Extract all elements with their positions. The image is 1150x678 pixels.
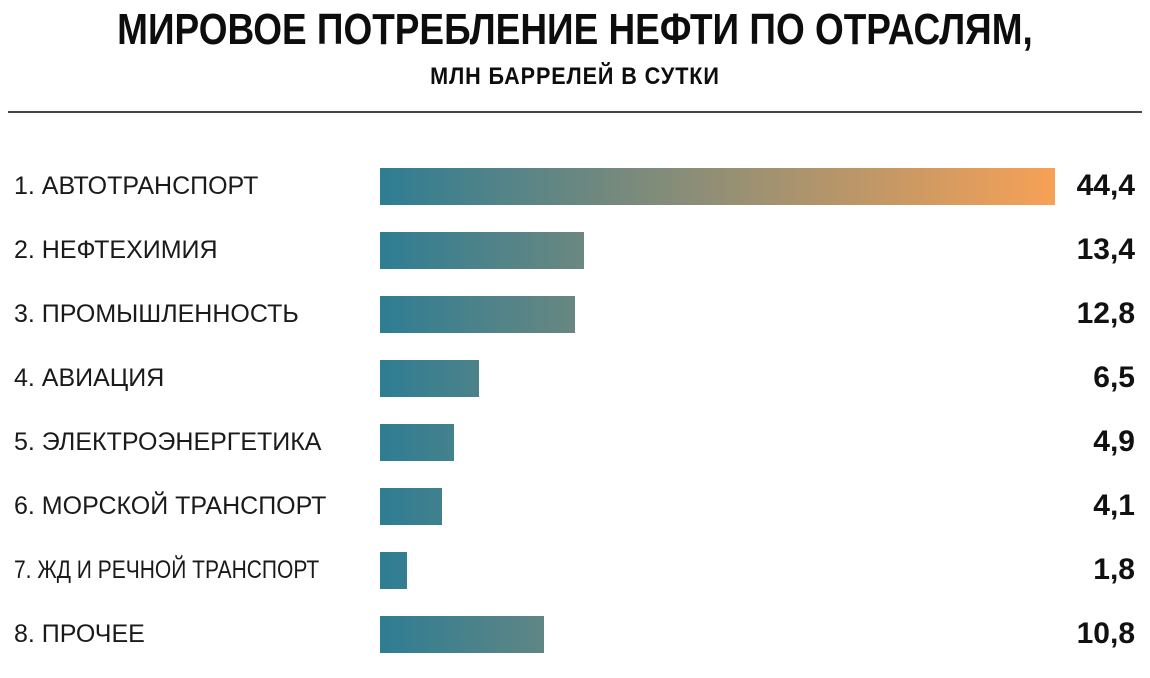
category-label: 6. МОРСКОЙ ТРАНСПОРТ bbox=[14, 491, 327, 520]
bar-track bbox=[380, 615, 1055, 653]
bar-track bbox=[380, 295, 1055, 333]
bar-track bbox=[380, 359, 1055, 397]
chart-row: 7. ЖД И РЕЧНОЙ ТРАНСПОРТ 1,8 bbox=[14, 538, 1135, 602]
bar bbox=[380, 167, 1055, 205]
bar-chart: 1. АВТОТРАНСПОРТ 44,4 2. НЕФТЕХИМИЯ 13,4 3. … bbox=[0, 154, 1150, 666]
chart-row: 1. АВТОТРАНСПОРТ 44,4 bbox=[14, 154, 1135, 218]
value-label: 4,9 bbox=[1093, 425, 1135, 458]
chart-row: 6. МОРСКОЙ ТРАНСПОРТ 4,1 bbox=[14, 474, 1135, 538]
category-label: 4. АВИАЦИЯ bbox=[14, 363, 165, 392]
bar bbox=[380, 615, 545, 653]
chart-row: 4. АВИАЦИЯ 6,5 bbox=[14, 346, 1135, 410]
value-label: 13,4 bbox=[1076, 233, 1135, 266]
chart-row: 2. НЕФТЕХИМИЯ 13,4 bbox=[14, 218, 1135, 282]
category-label: 3. ПРОМЫШЛЕННОСТЬ bbox=[14, 299, 299, 328]
bar bbox=[380, 295, 575, 333]
chart-header: МИРОВОЕ ПОТРЕБЛЕНИЕ НЕФТИ ПО ОТРАСЛЯМ, М… bbox=[0, 0, 1150, 89]
value-label: 12,8 bbox=[1076, 297, 1135, 330]
value-label: 1,8 bbox=[1093, 553, 1135, 586]
chart-row: 5. ЭЛЕКТРОЭНЕРГЕТИКА 4,9 bbox=[14, 410, 1135, 474]
chart-row: 8. ПРОЧЕЕ 10,8 bbox=[14, 602, 1135, 666]
value-label: 6,5 bbox=[1093, 361, 1135, 394]
page-subtitle: МЛН БАРРЕЛЕЙ В СУТКИ bbox=[430, 63, 720, 90]
value-label: 10,8 bbox=[1076, 617, 1135, 650]
bar bbox=[380, 487, 443, 525]
bar bbox=[380, 231, 584, 269]
bar-track bbox=[380, 487, 1055, 525]
category-label: 1. АВТОТРАНСПОРТ bbox=[14, 171, 259, 200]
header-divider bbox=[8, 111, 1142, 113]
bar-track bbox=[380, 423, 1055, 461]
bar bbox=[380, 359, 479, 397]
bar bbox=[380, 423, 455, 461]
category-label: 2. НЕФТЕХИМИЯ bbox=[14, 235, 218, 264]
value-label: 44,4 bbox=[1076, 169, 1135, 202]
page-title: МИРОВОЕ ПОТРЕБЛЕНИЕ НЕФТИ ПО ОТРАСЛЯМ, bbox=[117, 5, 1033, 54]
category-label: 5. ЭЛЕКТРОЭНЕРГЕТИКА bbox=[14, 427, 322, 456]
category-label: 8. ПРОЧЕЕ bbox=[14, 619, 145, 648]
bar bbox=[380, 551, 408, 589]
bar-track bbox=[380, 551, 1055, 589]
chart-row: 3. ПРОМЫШЛЕННОСТЬ 12,8 bbox=[14, 282, 1135, 346]
bar-track bbox=[380, 167, 1055, 205]
category-label: 7. ЖД И РЕЧНОЙ ТРАНСПОРТ bbox=[14, 555, 320, 584]
bar-track bbox=[380, 231, 1055, 269]
value-label: 4,1 bbox=[1093, 489, 1135, 522]
